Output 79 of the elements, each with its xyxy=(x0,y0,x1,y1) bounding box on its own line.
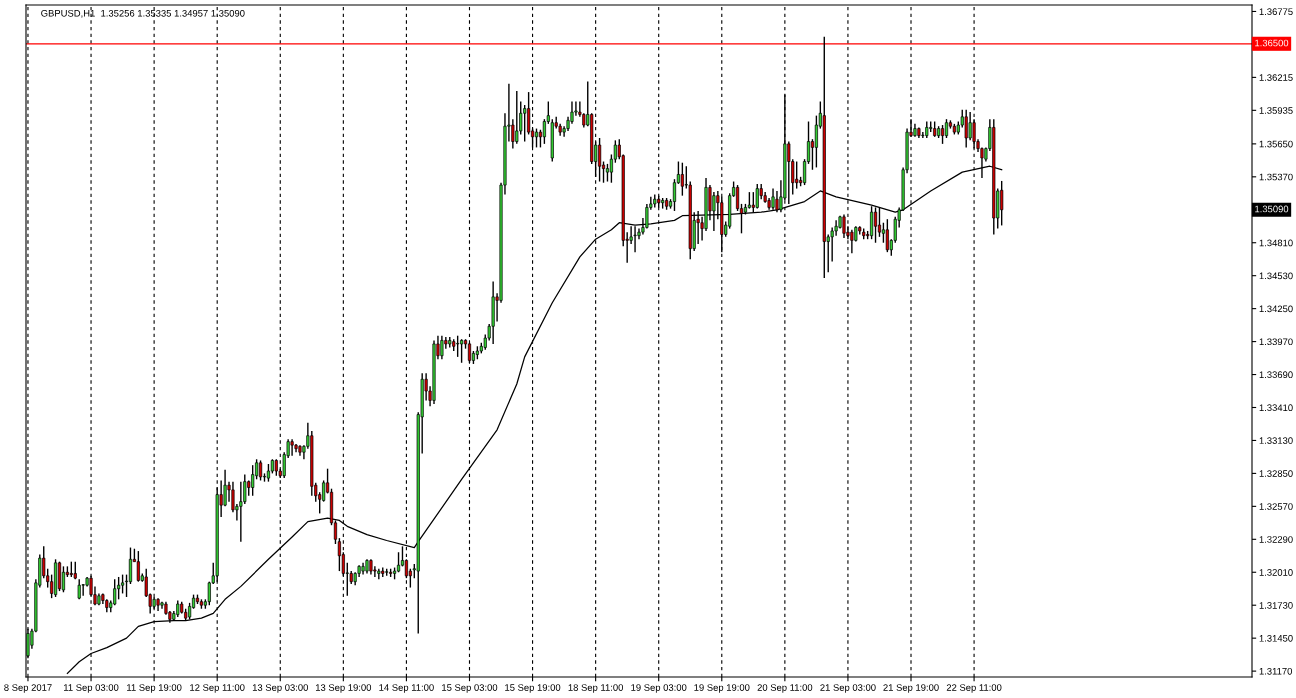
x-tick-label: 13 Sep 03:00 xyxy=(252,684,308,693)
candlestick xyxy=(787,140,791,205)
x-tick-label: 8 Sep 2017 xyxy=(4,684,52,693)
candlestick xyxy=(460,338,464,364)
text: 1.35090 xyxy=(1255,205,1289,213)
candlestick xyxy=(117,576,121,601)
candlestick xyxy=(633,225,637,253)
y-tick-label: 1.35650 xyxy=(1259,140,1293,148)
candlestick xyxy=(877,206,882,238)
y-tick-label: 1.34810 xyxy=(1259,239,1293,247)
x-tick-label: 18 Sep 11:00 xyxy=(568,684,624,693)
y-tick-label: 1.31730 xyxy=(1259,602,1293,609)
y-tick-label: 1.31450 xyxy=(1259,634,1293,642)
x-tick-label: 13 Sep 19:00 xyxy=(315,684,372,693)
candlestick xyxy=(456,335,460,358)
x-tick-label: 11 Sep 03:00 xyxy=(64,684,119,693)
candlestick xyxy=(771,187,775,211)
y-tick-label: 1.36215 xyxy=(1259,74,1293,81)
y-tick-label: 1.32290 xyxy=(1259,536,1293,543)
y-tick-label: 1.32570 xyxy=(1259,503,1293,510)
x-tick-label: 22 Sep 11:00 xyxy=(946,684,1002,693)
y-tick-label: 1.32850 xyxy=(1259,470,1293,477)
x-tick-label: 19 Sep 19:00 xyxy=(694,684,750,693)
candlestick xyxy=(755,183,759,210)
y-tick-label: 1.33130 xyxy=(1259,437,1293,444)
candlestick xyxy=(337,537,341,572)
candlestick xyxy=(534,127,539,149)
x-tick-label: 21 Sep 03:00 xyxy=(820,684,876,693)
candlestick xyxy=(968,111,972,142)
candlestick xyxy=(121,573,125,595)
x-tick-label: 19 Sep 03:00 xyxy=(631,684,687,693)
candlestick xyxy=(258,459,263,482)
x-tick-label: 11 Sep 19:00 xyxy=(127,684,182,693)
y-tick-label: 1.34530 xyxy=(1259,272,1293,280)
x-tick-label: 20 Sep 11:00 xyxy=(757,684,813,693)
y-tick-label: 1.35370 xyxy=(1259,173,1293,181)
x-tick-label: 14 Sep 11:00 xyxy=(379,684,434,693)
y-tick-label: 1.36775 xyxy=(1259,8,1293,15)
x-tick-label: 21 Sep 19:00 xyxy=(883,684,939,693)
y-tick-label: 1.32010 xyxy=(1259,569,1293,576)
y-tick-label: 1.33970 xyxy=(1259,338,1293,346)
y-tick-label: 1.35935 xyxy=(1259,107,1293,114)
y-tick-label: 1.33410 xyxy=(1259,404,1293,412)
candlestick xyxy=(672,178,677,212)
candlestick xyxy=(542,118,546,145)
candlestick xyxy=(128,546,133,585)
candlestick xyxy=(940,124,945,145)
candlestick xyxy=(814,114,818,169)
x-tick-label: 15 Sep 19:00 xyxy=(505,684,561,693)
x-tick-label: 15 Sep 03:00 xyxy=(442,684,498,693)
candlestick xyxy=(885,218,889,253)
candlestick xyxy=(527,91,531,136)
candlestick xyxy=(964,109,968,149)
candlestick xyxy=(136,550,140,583)
x-tick-label: 12 Sep 11:00 xyxy=(190,684,245,693)
candlestick xyxy=(873,206,878,244)
y-tick-label: 1.34250 xyxy=(1259,305,1293,313)
y-tick-label: 1.31170 xyxy=(1259,667,1293,675)
candlestick xyxy=(795,160,799,190)
candlestick xyxy=(290,438,294,457)
candlestick xyxy=(921,131,925,139)
candlestick xyxy=(775,190,779,213)
y-tick-label: 1.33690 xyxy=(1259,371,1293,379)
candlestick xyxy=(113,578,117,606)
candlestick xyxy=(735,184,740,212)
candlestick xyxy=(598,137,602,183)
candlestick xyxy=(712,191,716,232)
candlestick xyxy=(1000,180,1004,227)
candlestick xyxy=(523,104,527,143)
candlestick xyxy=(440,335,444,360)
chart-title: GBPUSD,H1 1.35256 1.35335 1.34957 1.35090 xyxy=(41,9,245,18)
candlestick xyxy=(322,479,326,503)
candlestick xyxy=(515,90,519,145)
candlestick xyxy=(870,205,874,240)
candlestick xyxy=(680,162,684,197)
ref-line-label: 1.36500 xyxy=(1255,39,1289,47)
candlestick xyxy=(61,565,66,593)
candlestick xyxy=(751,191,755,213)
candlestick xyxy=(944,118,949,139)
